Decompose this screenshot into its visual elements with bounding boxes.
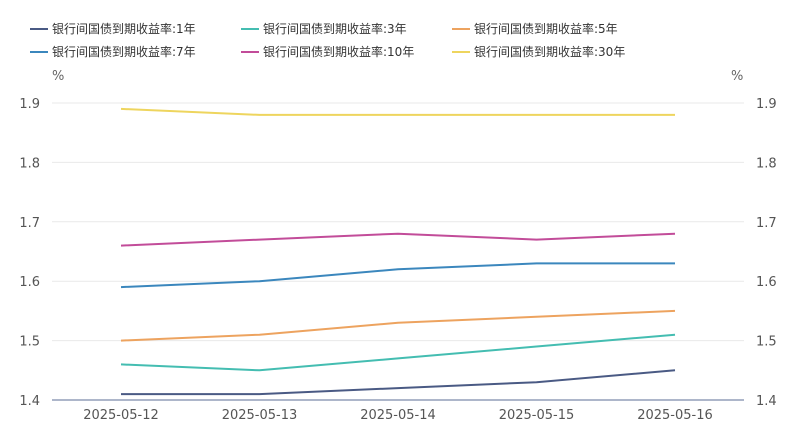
y-axis-unit-right: % <box>731 69 743 84</box>
y-tick-label-left: 1.8 <box>19 156 40 171</box>
series-line-3 <box>120 262 675 289</box>
x-tick-label: 2025-05-15 <box>499 408 575 423</box>
y-axis-unit-left: % <box>52 69 64 84</box>
y-tick-label-left: 1.6 <box>19 275 40 290</box>
x-tick-label: 2025-05-16 <box>637 408 713 423</box>
legend: 银行间国债到期收益率:1年 银行间国债到期收益率:3年 银行间国债到期收益率:5年银… <box>30 21 625 59</box>
legend-label: 银行间国债到期收益率:10年 <box>263 44 414 59</box>
legend-label: 银行间国债到期收益率:3年 <box>263 21 407 36</box>
y-tick-label-right: 1.9 <box>756 97 777 112</box>
legend-item[interactable]: 银行间国债到期收益率:1年 <box>30 21 196 36</box>
y-tick-label-left: 1.4 <box>19 394 40 409</box>
y-tick-label-left: 1.7 <box>19 216 40 231</box>
series-line-1 <box>120 333 676 372</box>
legend-item[interactable]: 银行间国债到期收益率:5年 <box>452 21 618 36</box>
y-tick-label-right: 1.5 <box>756 335 777 350</box>
x-tick-label: 2025-05-13 <box>222 408 298 423</box>
y-tick-label-right: 1.4 <box>756 394 777 409</box>
legend-label: 银行间国债到期收益率:1年 <box>52 21 196 36</box>
series-lines <box>120 107 676 396</box>
series-line-5 <box>120 107 675 116</box>
y-axis-right: 1.4 1.5 1.6 1.7 1.8 1.9 <box>756 97 777 409</box>
legend-label: 银行间国债到期收益率:7年 <box>52 44 196 59</box>
legend-item[interactable]: 银行间国债到期收益率:3年 <box>241 21 407 36</box>
y-tick-label-left: 1.5 <box>19 335 40 350</box>
series-line-2 <box>120 309 676 342</box>
x-axis: 2025-05-12 2025-05-13 2025-05-14 2025-05-15… <box>52 399 744 423</box>
legend-label: 银行间国债到期收益率:5年 <box>474 21 618 36</box>
x-tick-label: 2025-05-14 <box>360 408 436 423</box>
legend-item[interactable]: 银行间国债到期收益率:7年 <box>30 44 196 59</box>
y-axis-left: 1.4 1.5 1.6 1.7 1.8 1.9 <box>19 97 40 409</box>
legend-item[interactable]: 银行间国债到期收益率:10年 <box>241 44 414 59</box>
y-tick-label-left: 1.9 <box>19 97 40 112</box>
y-tick-label-right: 1.8 <box>756 156 777 171</box>
legend-item[interactable]: 银行间国债到期收益率:30年 <box>452 44 625 59</box>
x-tick-label: 2025-05-12 <box>83 408 159 423</box>
series-line-4 <box>120 232 676 247</box>
y-tick-label-right: 1.6 <box>756 275 777 290</box>
legend-label: 银行间国债到期收益率:30年 <box>474 44 625 59</box>
series-line-0 <box>121 369 676 396</box>
grid-lines <box>52 102 744 342</box>
y-tick-label-right: 1.7 <box>756 216 777 231</box>
